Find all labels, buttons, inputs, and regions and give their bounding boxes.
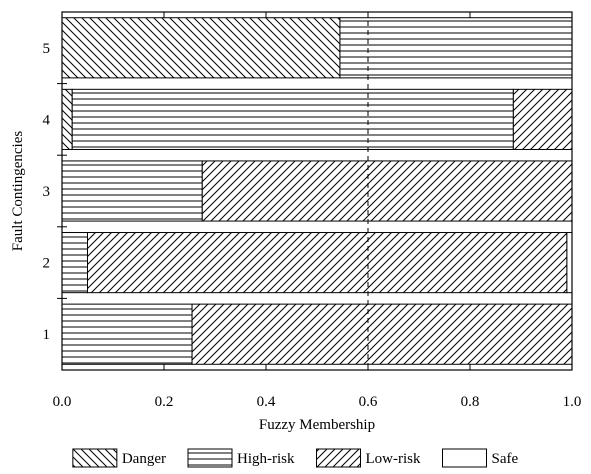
y-tick-label: 5 xyxy=(43,41,51,57)
y-axis-title: Fault Contingencies xyxy=(10,131,26,252)
plot-frame xyxy=(61,11,573,371)
legend-swatch-safe xyxy=(442,448,487,468)
bar-segment-high-risk-2 xyxy=(61,232,88,294)
x-axis-ticks: 0.0 0.2 0.4 0.6 0.8 1.0 xyxy=(53,12,582,410)
legend-label-high-risk: High-risk xyxy=(237,451,295,467)
legend-label-danger: Danger xyxy=(122,451,166,467)
bar-segment-high-risk-1 xyxy=(61,303,193,365)
bar-segment-high-risk-5 xyxy=(339,17,573,79)
x-tick-label: 0.4 xyxy=(257,394,276,410)
legend-swatch-danger xyxy=(72,448,118,468)
legend-label-safe: Safe xyxy=(492,451,519,467)
bar-segment-high-risk-4 xyxy=(71,88,514,150)
bar-segment-low-risk-3 xyxy=(201,160,573,222)
bar-segment-low-risk-1 xyxy=(191,303,573,365)
legend-swatch-low-risk xyxy=(316,448,361,468)
x-tick-label: 0.2 xyxy=(155,394,174,410)
bar-segment-danger-4 xyxy=(61,88,73,150)
legend: Danger High-risk Low-risk Safe xyxy=(72,448,519,468)
bar-segment-low-risk-2 xyxy=(87,232,568,294)
x-tick-label: 0.6 xyxy=(359,394,378,410)
x-tick-label: 1.0 xyxy=(563,394,582,410)
y-axis-ticks: 1 2 3 4 5 xyxy=(43,41,67,343)
legend-label-low-risk: Low-risk xyxy=(366,451,421,467)
y-tick-label: 2 xyxy=(43,256,51,272)
y-tick-label: 3 xyxy=(43,184,51,200)
x-tick-label: 0.8 xyxy=(461,394,480,410)
bar-segment-safe-2 xyxy=(566,232,573,294)
bar-segment-low-risk-4 xyxy=(512,88,573,150)
x-tick-label: 0.0 xyxy=(53,394,72,410)
y-tick-label: 4 xyxy=(43,112,51,128)
bars-layer xyxy=(61,17,573,365)
bar-segment-high-risk-3 xyxy=(61,160,203,222)
bar-segment-danger-5 xyxy=(61,17,341,79)
x-axis-title: Fuzzy Membership xyxy=(259,417,375,433)
y-tick-label: 1 xyxy=(43,327,51,343)
legend-swatch-high-risk xyxy=(187,448,233,468)
